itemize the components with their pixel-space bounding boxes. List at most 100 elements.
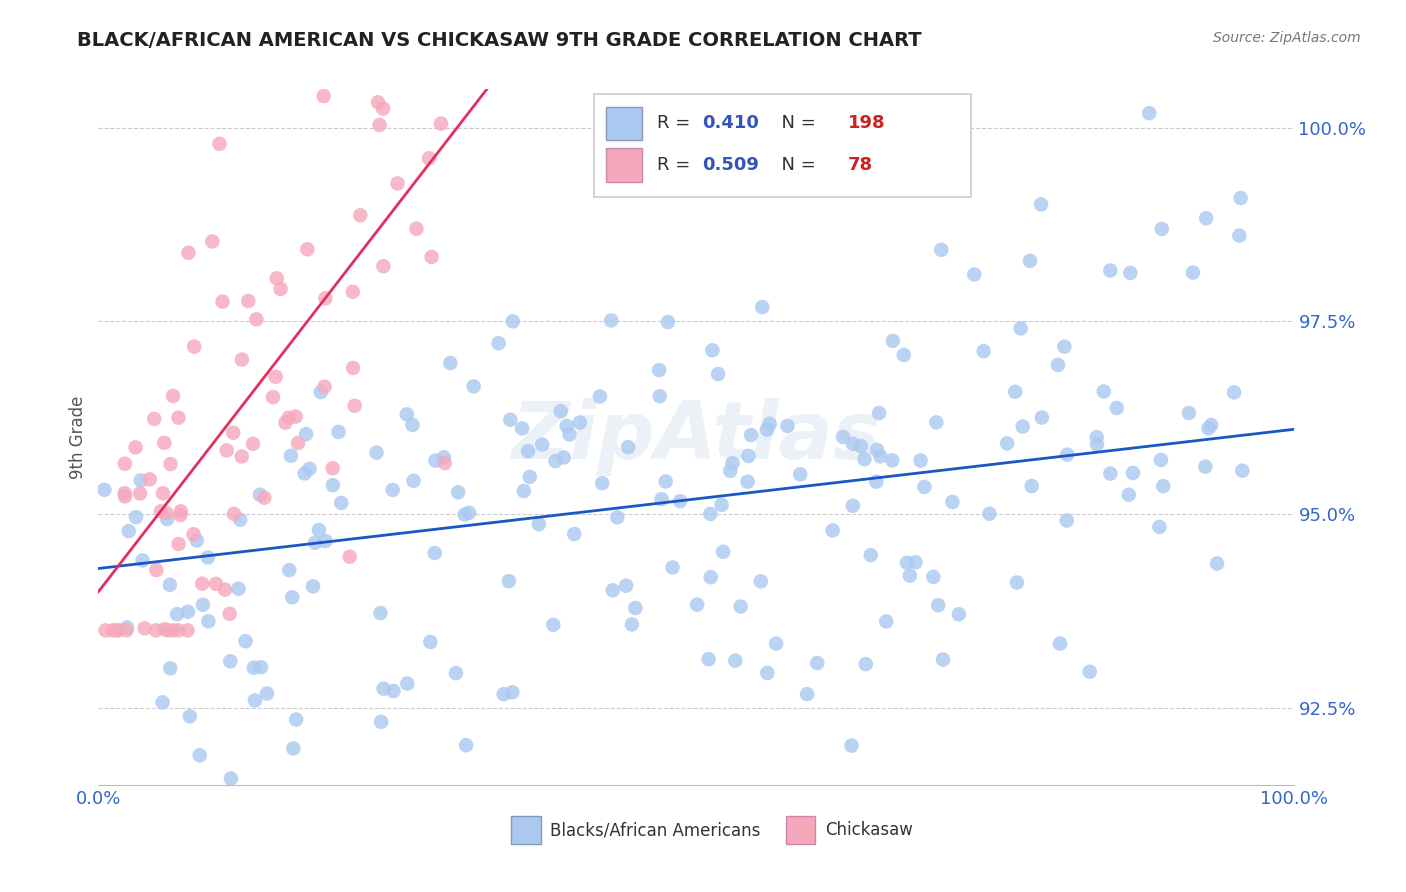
Text: 198: 198: [848, 114, 886, 132]
Point: [235, 634, 257, 648]
Point: [1199, 417, 1222, 432]
Point: [152, 695, 174, 709]
Point: [395, 408, 418, 422]
Point: [143, 412, 166, 426]
Point: [114, 490, 136, 504]
Point: [433, 456, 456, 470]
Point: [932, 652, 955, 666]
Point: [1118, 488, 1140, 502]
Point: [281, 591, 304, 605]
Point: [250, 660, 273, 674]
Point: [153, 435, 176, 450]
Point: [927, 599, 949, 613]
Point: [287, 436, 309, 450]
Point: [433, 450, 456, 465]
Text: N =: N =: [770, 156, 821, 174]
Point: [214, 582, 236, 597]
Point: [1149, 520, 1171, 534]
Point: [170, 504, 193, 518]
Point: [1029, 197, 1052, 211]
Point: [425, 453, 447, 467]
Point: [366, 445, 388, 459]
Point: [349, 208, 371, 222]
Point: [544, 454, 567, 468]
Point: [922, 570, 945, 584]
Point: [1011, 419, 1033, 434]
Point: [1122, 466, 1144, 480]
Point: [381, 483, 404, 497]
Point: [882, 334, 904, 348]
Text: BLACK/AFRICAN AMERICAN VS CHICKASAW 9TH GRADE CORRELATION CHART: BLACK/AFRICAN AMERICAN VS CHICKASAW 9TH …: [77, 31, 922, 50]
Point: [444, 666, 467, 681]
Point: [167, 624, 190, 638]
Point: [387, 177, 409, 191]
Point: [555, 419, 578, 434]
Point: [568, 416, 591, 430]
Point: [1031, 410, 1053, 425]
Point: [882, 453, 904, 467]
Point: [270, 282, 292, 296]
Point: [737, 475, 759, 489]
Point: [222, 507, 245, 521]
FancyBboxPatch shape: [595, 94, 972, 197]
Point: [657, 315, 679, 329]
Point: [697, 652, 720, 666]
Point: [711, 545, 734, 559]
Point: [418, 151, 440, 165]
Point: [925, 416, 948, 430]
Point: [105, 624, 128, 638]
Text: Blacks/African Americans: Blacks/African Americans: [550, 822, 761, 839]
Point: [498, 574, 520, 589]
Point: [502, 314, 524, 328]
Point: [806, 656, 828, 670]
Point: [724, 654, 747, 668]
Point: [373, 259, 395, 273]
Point: [995, 436, 1018, 450]
Point: [114, 457, 136, 471]
Point: [373, 681, 395, 696]
Point: [439, 356, 461, 370]
Point: [368, 118, 391, 132]
Point: [1194, 459, 1216, 474]
Point: [155, 506, 177, 520]
Point: [1053, 340, 1076, 354]
Point: [865, 475, 887, 489]
Text: 0.410: 0.410: [702, 114, 759, 132]
Point: [1223, 385, 1246, 400]
Point: [191, 598, 214, 612]
Point: [1178, 406, 1201, 420]
Point: [197, 615, 219, 629]
Point: [531, 437, 554, 451]
Point: [718, 464, 741, 478]
Point: [699, 507, 721, 521]
Point: [159, 578, 181, 592]
Point: [278, 563, 301, 577]
Point: [875, 615, 897, 629]
Point: [841, 739, 863, 753]
Point: [541, 618, 564, 632]
Point: [821, 524, 844, 538]
Point: [266, 271, 288, 285]
Point: [1206, 557, 1229, 571]
Point: [463, 379, 485, 393]
Point: [343, 399, 366, 413]
Point: [201, 235, 224, 249]
Point: [893, 348, 915, 362]
Point: [145, 624, 167, 638]
Point: [600, 313, 623, 327]
Point: [1197, 421, 1219, 435]
Point: [125, 510, 148, 524]
Point: [169, 508, 191, 522]
FancyBboxPatch shape: [510, 816, 541, 844]
Point: [156, 512, 179, 526]
Point: [370, 714, 392, 729]
Point: [648, 363, 671, 377]
Point: [765, 637, 787, 651]
Point: [553, 450, 575, 465]
Point: [1049, 636, 1071, 650]
Point: [183, 527, 205, 541]
Text: 78: 78: [848, 156, 873, 174]
Point: [853, 452, 876, 467]
Point: [222, 425, 245, 440]
Point: [517, 444, 540, 458]
